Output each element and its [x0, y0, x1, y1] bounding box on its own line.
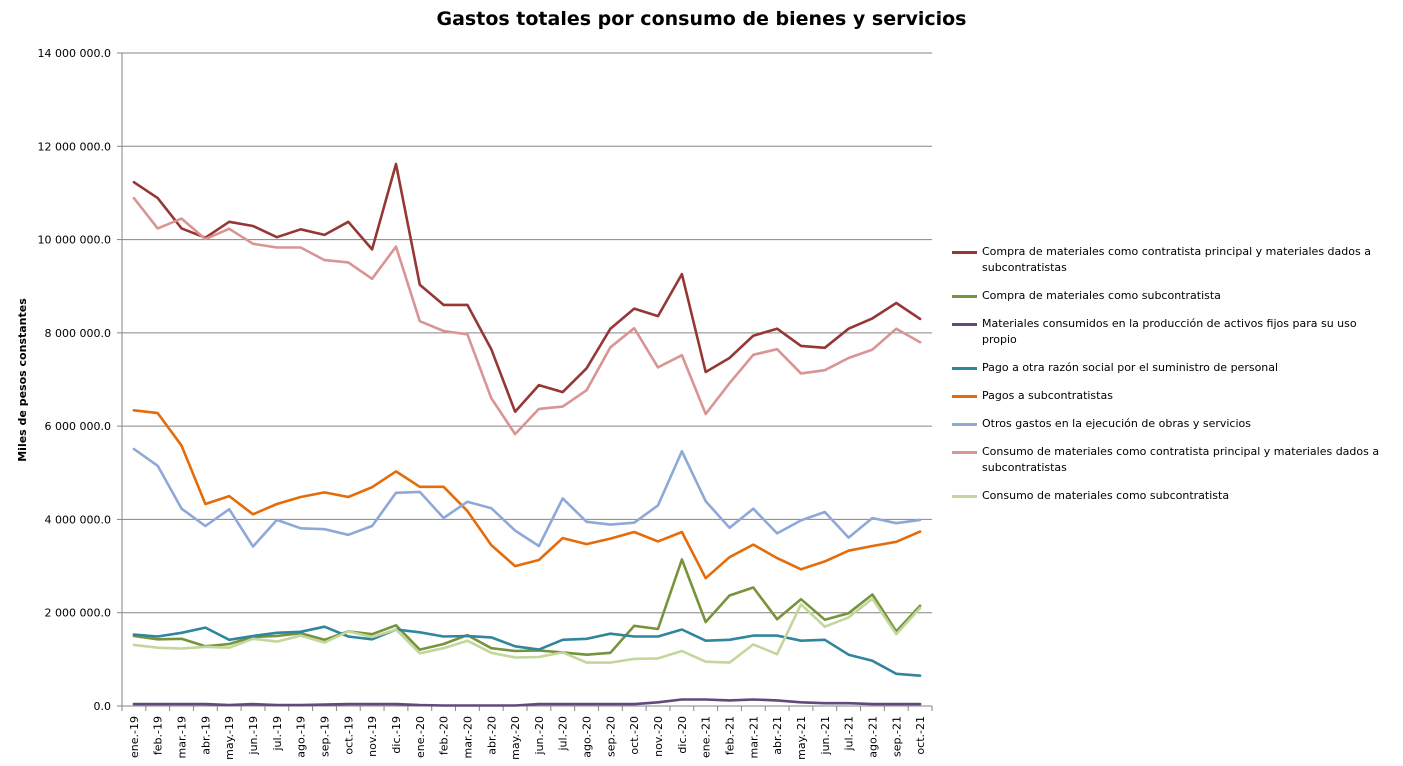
- x-tick-label: may.-19: [223, 716, 236, 760]
- gridlines: [117, 52, 932, 707]
- legend-label: Consumo de materiales como subcontratist…: [982, 489, 1230, 502]
- x-tick-label: ago.-21: [866, 716, 879, 758]
- x-tick-label: feb.-19: [152, 716, 165, 755]
- x-tick-label: ene.-19: [128, 716, 141, 758]
- x-tick-label: oct.-19: [342, 716, 355, 755]
- chart-title: Gastos totales por consumo de bienes y s…: [436, 8, 967, 30]
- x-tick-label: jul.-21: [843, 716, 856, 752]
- y-tick-label: 8 000 000.0: [45, 327, 111, 340]
- series-line-1: [132, 162, 922, 414]
- series-line-7: [132, 196, 922, 436]
- legend-label: Compra de materiales como subcontratista: [982, 289, 1221, 302]
- legend-item: Pago a otra razón social por el suminist…: [952, 360, 1392, 376]
- legend-swatch: [952, 451, 977, 454]
- y-axis-label: Miles de pesos constantes: [16, 298, 29, 462]
- x-tick-label: jul.-19: [271, 716, 284, 752]
- x-tick-label: sep.-21: [890, 716, 903, 757]
- y-tick-labels: 0.0 2 000 000.0 4 000 000.0 6 000 000.0 8 00…: [38, 47, 111, 713]
- legend-label: Consumo de materiales como contratista p…: [982, 445, 1380, 474]
- series-lines: [132, 162, 922, 707]
- x-tick-label: ago.-19: [295, 716, 308, 758]
- x-tick-label: abr.-19: [199, 716, 212, 755]
- x-tick-label: dic.-19: [390, 716, 403, 754]
- series-line-8: [132, 597, 922, 664]
- y-tick-label: 0.0: [94, 700, 112, 713]
- x-tick-label: dic.-20: [676, 716, 689, 754]
- legend-swatch: [952, 395, 977, 398]
- y-tick-label: 10 000 000.0: [38, 234, 111, 247]
- legend-item: Consumo de materiales como subcontratist…: [952, 488, 1392, 504]
- x-tick-label: may.-20: [509, 716, 522, 760]
- x-tick-label: oct.-20: [628, 716, 641, 755]
- x-tick-label: feb.-21: [724, 716, 737, 755]
- legend-item: Pagos a subcontratistas: [952, 388, 1392, 404]
- x-tick-label: ene.-20: [414, 716, 427, 758]
- y-tick-label: 12 000 000.0: [38, 140, 111, 153]
- series-line-5: [132, 408, 922, 580]
- x-tick-label: jun.-21: [819, 716, 832, 755]
- legend-label: Otros gastos en la ejecución de obras y …: [982, 417, 1251, 430]
- x-tick-label: jun.-20: [533, 716, 546, 755]
- x-tick-label: abr.-21: [771, 716, 784, 755]
- x-tick-label: sep.-20: [604, 716, 617, 757]
- x-tick-label: may.-21: [795, 716, 808, 760]
- x-tick-label: jun.-19: [247, 716, 260, 755]
- legend-item: Materiales consumidos en la producción d…: [952, 316, 1392, 348]
- legend-label: Pagos a subcontratistas: [982, 389, 1113, 402]
- x-tick-labels: ene.-19 feb.-19 mar.-19 abr.-19 may.-19 jun.-…: [128, 716, 927, 760]
- x-tick-label: mar.-21: [747, 716, 760, 758]
- legend-swatch: [952, 323, 977, 326]
- x-tick-label: feb.-20: [438, 716, 451, 755]
- y-tick-label: 4 000 000.0: [45, 513, 111, 526]
- series-line-4: [132, 625, 922, 678]
- legend: Compra de materiales como contratista pr…: [952, 244, 1392, 516]
- x-tick-label: nov.-19: [366, 716, 379, 757]
- legend-item: Compra de materiales como contratista pr…: [952, 244, 1392, 276]
- x-tick-label: mar.-19: [176, 716, 189, 758]
- legend-swatch: [952, 295, 977, 298]
- series-line-3: [132, 698, 922, 707]
- series-line-2: [132, 558, 922, 657]
- legend-item: Consumo de materiales como contratista p…: [952, 444, 1392, 476]
- y-tick-label: 2 000 000.0: [45, 607, 111, 620]
- x-tick-label: abr.-20: [485, 716, 498, 755]
- legend-label: Compra de materiales como contratista pr…: [982, 245, 1371, 274]
- legend-item: Otros gastos en la ejecución de obras y …: [952, 416, 1392, 432]
- y-tick-label: 14 000 000.0: [38, 47, 111, 60]
- legend-item: Compra de materiales como subcontratista: [952, 288, 1392, 304]
- legend-swatch: [952, 367, 977, 370]
- legend-swatch: [952, 251, 977, 254]
- x-tick-label: ago.-20: [581, 716, 594, 758]
- legend-swatch: [952, 423, 977, 426]
- legend-label: Materiales consumidos en la producción d…: [982, 317, 1357, 346]
- x-tick-label: mar.-20: [461, 716, 474, 758]
- y-tick-label: 6 000 000.0: [45, 420, 111, 433]
- x-tick-label: ene.-21: [700, 716, 713, 758]
- series-line-6: [132, 447, 922, 548]
- x-tick-label: sep.-19: [319, 716, 332, 757]
- x-tick-label: jul.-20: [557, 716, 570, 752]
- x-tick-label: oct.-21: [914, 716, 927, 755]
- legend-swatch: [952, 495, 977, 498]
- legend-label: Pago a otra razón social por el suminist…: [982, 361, 1279, 374]
- x-tick-label: nov.-20: [652, 716, 665, 757]
